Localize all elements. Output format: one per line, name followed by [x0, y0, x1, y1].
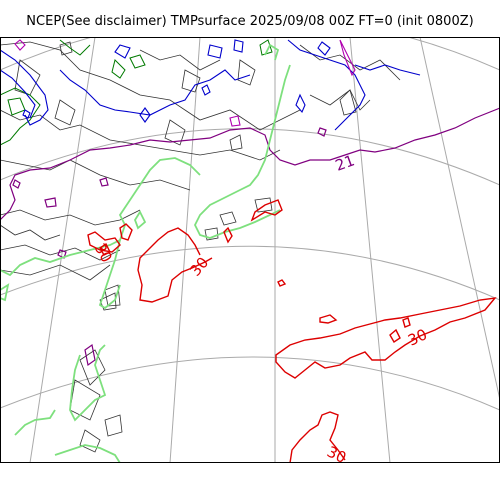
- contour-label-21: 21: [333, 151, 357, 174]
- latitude-line: [0, 37, 500, 71]
- isotherms-purple: [0, 107, 500, 367]
- graticule: [0, 37, 500, 500]
- latitude-line: [0, 128, 500, 186]
- contour-label-30: 30: [324, 443, 349, 467]
- isotherms-lightgreen: [0, 43, 291, 463]
- latitude-line: [0, 245, 500, 301]
- contour-label-30: 30: [405, 325, 430, 349]
- longitude-line: [169, 37, 201, 463]
- longitude-line: [29, 37, 96, 463]
- isotherms-red: [87, 199, 497, 463]
- latitude-line: [0, 356, 500, 411]
- isotherms-magenta: [14, 39, 356, 127]
- map-frame: [0, 37, 500, 463]
- longitude-line: [419, 37, 500, 401]
- isotherms-black: [0, 41, 401, 453]
- contour-label-30: 30: [186, 254, 212, 280]
- isotherms-blue: [0, 39, 421, 131]
- map-title: NCEP(See disclaimer) TMPsurface 2025/09/…: [26, 14, 474, 29]
- latitude-line: [0, 470, 500, 500]
- longitude-line: [349, 37, 391, 463]
